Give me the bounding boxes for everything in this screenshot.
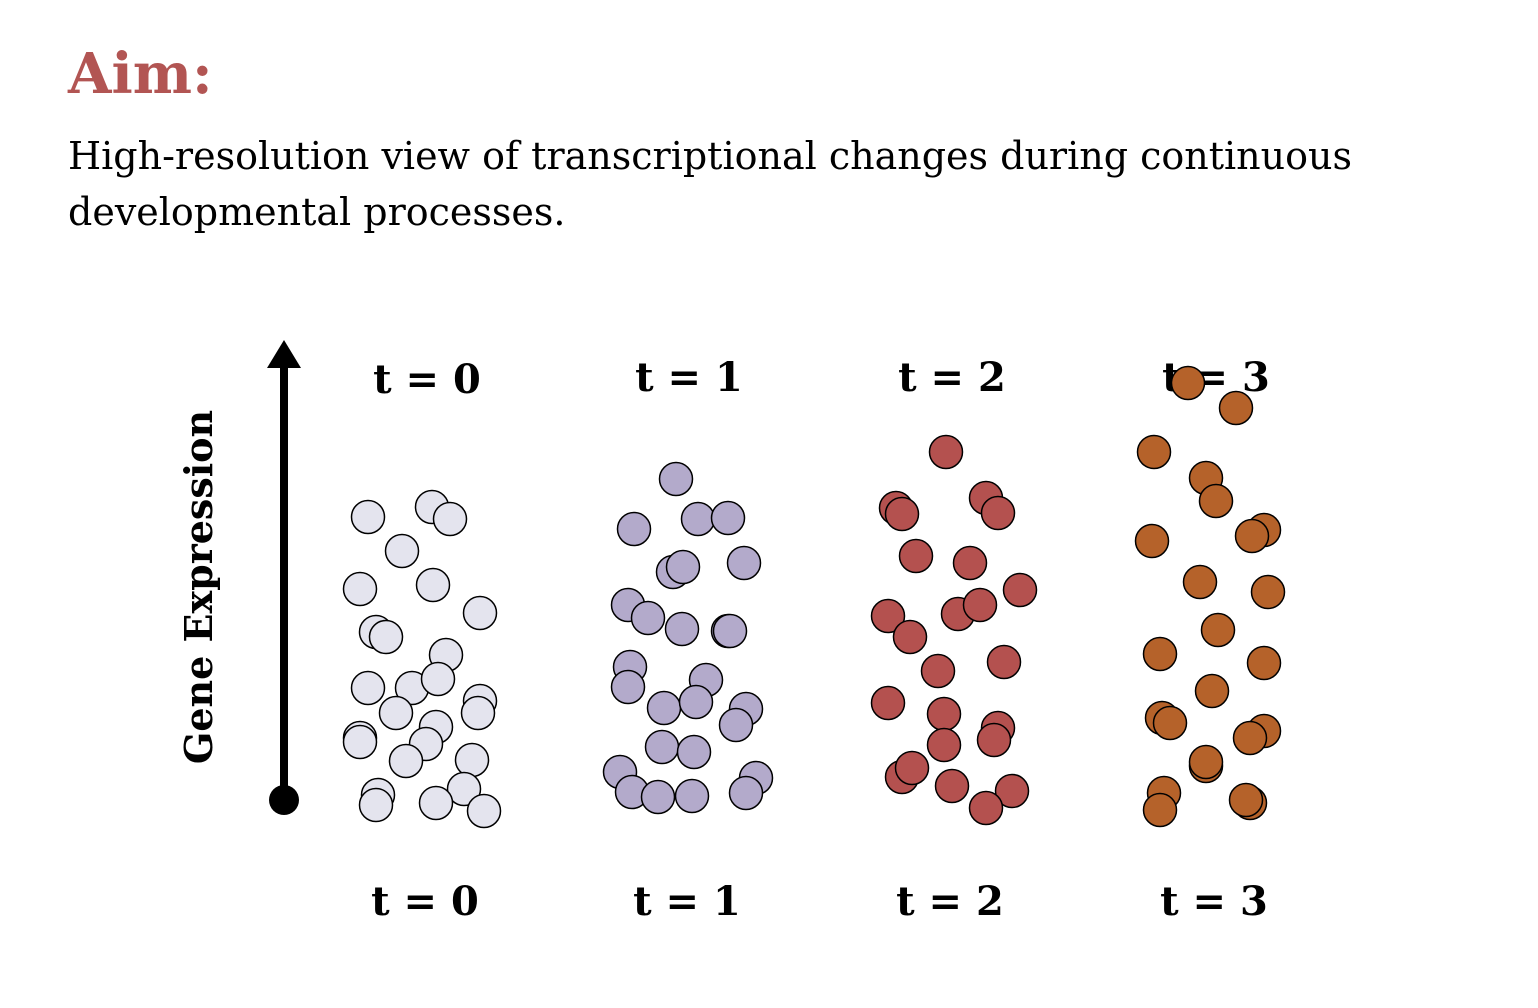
cell-t1-20 <box>676 734 712 770</box>
cell-t1-16 <box>678 684 714 720</box>
cell-t1-9 <box>664 611 700 647</box>
cell-t3-23 <box>1228 782 1264 818</box>
cell-t2-8 <box>870 598 906 634</box>
cell-t1-8 <box>630 600 666 636</box>
cell-t3-15 <box>1152 705 1188 741</box>
gene-expression-arrow <box>267 340 301 815</box>
top-label-t2: t = 2 <box>898 354 1006 401</box>
cell-t0-10 <box>350 670 386 706</box>
cell-t2-23 <box>968 790 1004 826</box>
aim-description: High-resolution view of transcriptional … <box>68 134 1352 234</box>
bottom-label-t1: t = 1 <box>633 878 741 925</box>
cell-t0-3 <box>384 533 420 569</box>
cell-t2-2 <box>884 496 920 532</box>
cell-t0-24 <box>358 787 394 823</box>
cell-t3-10 <box>1200 612 1236 648</box>
cell-t3-4 <box>1198 483 1234 519</box>
cell-t1-4 <box>726 545 762 581</box>
cells-t3 <box>1134 365 1286 828</box>
bottom-time-labels: t = 0 t = 1 t = 2 t = 3 <box>371 878 1268 925</box>
cell-t0-18 <box>342 724 378 760</box>
cell-t0-5 <box>415 567 451 603</box>
cell-t0-8 <box>368 619 404 655</box>
cell-t2-4 <box>980 495 1016 531</box>
cells-t0 <box>342 489 502 829</box>
cell-t0-14 <box>460 695 496 731</box>
cell-t3-8 <box>1182 564 1218 600</box>
cell-t3-17 <box>1232 720 1268 756</box>
cell-t1-24 <box>640 779 676 815</box>
cell-t0-25 <box>418 785 454 821</box>
cell-t2-7 <box>1002 572 1038 608</box>
cell-t3-0 <box>1170 365 1206 401</box>
cell-t1-2 <box>680 501 716 537</box>
cell-t2-14 <box>870 685 906 721</box>
cell-t3-2 <box>1136 434 1172 470</box>
top-time-labels: t = 0 t = 1 t = 2 t = 3 <box>373 354 1270 403</box>
top-label-t0: t = 0 <box>373 356 481 403</box>
bottom-label-t3: t = 3 <box>1160 878 1268 925</box>
bottom-label-t2: t = 2 <box>896 878 1004 925</box>
cell-t2-15 <box>926 696 962 732</box>
cell-t0-20 <box>454 742 490 778</box>
cell-t2-20 <box>894 750 930 786</box>
cell-t2-5 <box>898 538 934 574</box>
cell-t3-21 <box>1142 792 1178 828</box>
cell-t1-6 <box>665 549 701 585</box>
cell-t1-14 <box>610 669 646 705</box>
cell-t2-10 <box>962 587 998 623</box>
cell-t3-13 <box>1194 673 1230 709</box>
cell-t3-11 <box>1142 636 1178 672</box>
y-axis-label: Gene Expression <box>176 410 221 764</box>
cell-t2-11 <box>892 619 928 655</box>
cell-t3-5 <box>1134 523 1170 559</box>
cell-t2-17 <box>976 722 1012 758</box>
cell-t0-6 <box>462 595 498 631</box>
cells-t2 <box>870 434 1038 826</box>
cell-t0-12 <box>420 661 456 697</box>
cell-t2-6 <box>952 545 988 581</box>
cell-t1-25 <box>674 778 710 814</box>
cell-t0-2 <box>432 501 468 537</box>
cell-t1-11 <box>712 613 748 649</box>
cell-t1-3 <box>710 500 746 536</box>
aim-title: Aim: <box>68 41 213 107</box>
cell-t3-1 <box>1218 390 1254 426</box>
cell-t3-12 <box>1246 645 1282 681</box>
cell-t3-9 <box>1250 574 1286 610</box>
cell-t1-15 <box>646 690 682 726</box>
cell-t3-7 <box>1234 518 1270 554</box>
cell-t2-22 <box>994 773 1030 809</box>
cell-t2-13 <box>920 653 956 689</box>
cells-t1 <box>602 461 774 815</box>
top-label-t1: t = 1 <box>635 354 743 401</box>
cell-t0-15 <box>378 695 414 731</box>
cell-t0-0 <box>350 499 386 535</box>
cell-t0-26 <box>466 793 502 829</box>
cell-t2-12 <box>986 644 1022 680</box>
cell-t1-0 <box>658 461 694 497</box>
cell-t0-23 <box>446 771 482 807</box>
cell-t0-4 <box>342 571 378 607</box>
bottom-label-t0: t = 0 <box>371 878 479 925</box>
cell-t1-26 <box>728 775 764 811</box>
cell-t3-19 <box>1188 744 1224 780</box>
cell-t2-21 <box>934 768 970 804</box>
cell-t1-18 <box>718 707 754 743</box>
cell-t1-1 <box>616 511 652 547</box>
cell-t0-21 <box>388 743 424 779</box>
cell-t2-18 <box>926 727 962 763</box>
cell-t1-19 <box>644 729 680 765</box>
cell-t2-0 <box>928 434 964 470</box>
